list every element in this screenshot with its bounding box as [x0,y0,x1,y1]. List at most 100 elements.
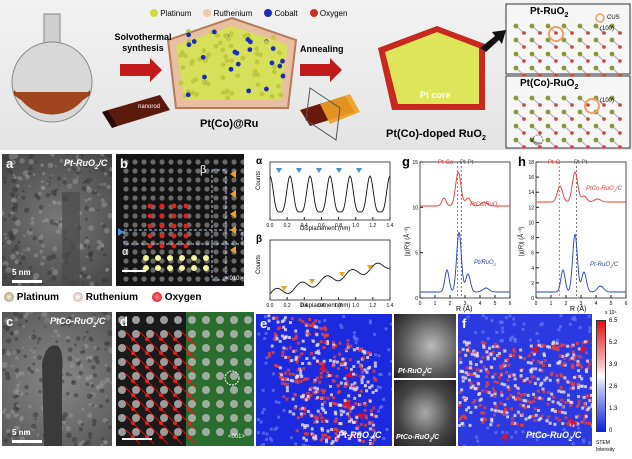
colorbar [596,320,606,432]
texture-dot [77,419,83,425]
texture-dot [86,274,89,277]
lattice-spot [174,358,182,366]
atom-dot [280,73,286,79]
intensity-pixel [577,414,581,418]
intensity-pixel [481,314,485,318]
lattice-spot [168,168,174,174]
intensity-pixel [490,419,494,423]
texture-dot [67,168,71,172]
atom-dot [228,32,234,37]
texture-dot [60,322,66,327]
intensity-pixel [574,421,578,425]
intensity-pixel [306,391,310,395]
intensity-pixel [490,365,494,369]
intensity-pixel [509,373,513,377]
texture-dot [28,404,32,409]
triangle-marker [230,210,236,218]
texture-dot [100,198,105,203]
panel-g-tag2: Pt-Pt [460,160,474,166]
intensity-pixel [319,438,323,442]
texture-dot [62,421,67,425]
lattice-spot [177,240,183,246]
texture-dot [83,274,87,278]
oxygen-atom [187,407,191,411]
oxygen-atom [187,379,191,383]
intensity-pixel [589,376,592,380]
texture-dot [74,442,78,446]
intensity-pixel [582,395,586,399]
texture-dot [81,185,87,192]
intensity-pixel [373,332,377,336]
intensity-pixel [581,341,585,345]
oxygen-atom [145,393,149,397]
intensity-pixel [332,345,336,349]
texture-dot [87,317,93,322]
atom-dot [213,43,219,49]
texture-dot [27,366,32,371]
lattice-spot [195,177,201,183]
texture-dot [12,428,16,432]
atom-legend: Platinum Ruthenium Oxygen [4,292,201,303]
panel-h-curve1: PtCo-RuO2/C [586,186,622,194]
intensity-pixel [506,385,510,389]
intensity-pixel [538,396,542,400]
intensity-pixel [548,421,552,425]
intensity-pixel [318,380,322,384]
intensity-pixel [284,335,288,339]
intensity-pixel [458,403,462,407]
texture-dot [78,244,85,251]
intensity-pixel [307,397,311,401]
pentagon-particle [166,16,298,109]
lattice-spot [159,159,165,165]
intensity-pixel [475,368,479,372]
intensity-pixel [588,441,592,445]
lattice-spot [177,276,183,282]
triangle-marker [336,168,342,173]
lattice-spot [204,204,210,210]
oxygen-atom [554,73,558,77]
intensity-pixel [306,377,310,381]
intensity-pixel [360,370,364,374]
texture-dot [104,395,108,398]
texture-dot [16,383,21,388]
intensity-pixel [294,329,298,333]
oxygen-atom [522,145,526,149]
lattice-spot [177,159,183,165]
texture-dot [37,337,42,341]
intensity-pixel [523,405,527,409]
texture-dot [102,252,107,257]
oxygen-atom [131,379,135,383]
intensity-pixel [503,410,507,414]
texture-dot [30,216,34,221]
texture-dot [80,422,84,426]
intensity-pixel [351,432,355,436]
intensity-pixel [481,355,485,359]
intensity-pixel [500,382,504,386]
intensity-pixel [284,355,288,359]
metal-atom [609,23,615,29]
lattice-spot [150,186,156,192]
intensity-pixel [372,376,376,380]
oxygen-atom [147,243,153,249]
intensity-pixel [380,405,384,409]
intensity-pixel [274,400,278,404]
lattice-spot [174,386,182,394]
intensity-pixel [322,408,326,412]
intensity-pixel [351,431,355,435]
lattice-spot [213,258,219,264]
lattice-spot [222,213,228,219]
intensity-pixel [527,400,531,404]
intensity-pixel [470,352,474,356]
intensity-pixel [277,401,281,405]
intensity-pixel [305,333,309,337]
texture-dot [11,364,14,368]
lattice-spot [150,159,156,165]
texture-dot [22,248,26,252]
intensity-pixel [354,341,358,345]
intensity-pixel [307,332,311,336]
y-tick-label: 5 [415,251,418,257]
texture-dot [62,180,67,185]
texture-dot [8,214,11,217]
intensity-pixel [292,412,296,416]
intensity-pixel [319,371,323,375]
